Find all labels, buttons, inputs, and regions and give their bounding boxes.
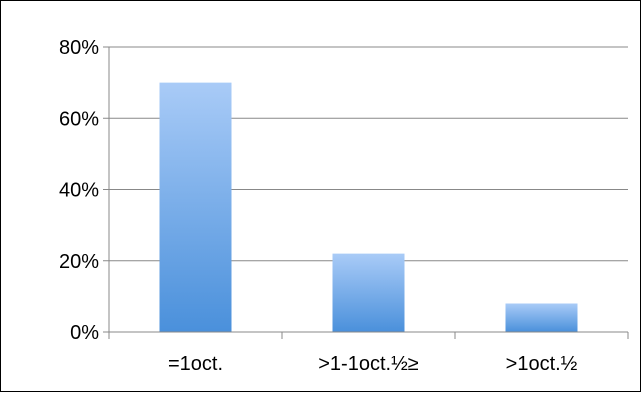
y-tick-label: 80% xyxy=(59,37,99,59)
bar-1 xyxy=(159,82,232,332)
y-tick-label: 60% xyxy=(59,108,99,130)
bars xyxy=(159,82,578,332)
y-tick-label: 40% xyxy=(59,180,99,202)
x-tick-label: =1oct. xyxy=(168,353,223,375)
y-tick-label: 0% xyxy=(70,322,99,344)
axes xyxy=(103,46,629,339)
bar-2 xyxy=(332,253,405,332)
y-tick-label: 20% xyxy=(59,251,99,273)
bar-3 xyxy=(505,303,578,332)
x-tick-label: >1-1oct.½≥ xyxy=(318,353,419,375)
tick-labels: 0% 20% 40% 60% 80% =1oct. >1-1oct.½≥ >1oct.½ xyxy=(59,37,578,375)
x-tick-label: >1oct.½ xyxy=(506,353,578,375)
